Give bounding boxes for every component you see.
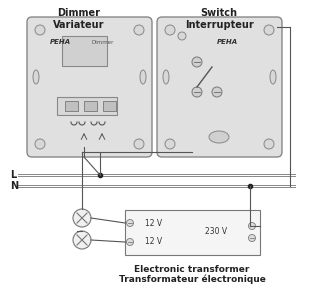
Text: L: L [10,170,16,180]
Text: Switch
Interrupteur: Switch Interrupteur [185,8,253,30]
Ellipse shape [33,70,39,84]
Circle shape [248,222,256,230]
Circle shape [165,25,175,35]
Circle shape [192,57,202,67]
Ellipse shape [209,131,229,143]
Text: Electronic transformer: Electronic transformer [134,265,250,274]
Circle shape [264,139,274,149]
Circle shape [73,209,91,227]
Text: 12 V: 12 V [145,238,162,247]
Circle shape [127,238,133,246]
Text: N: N [10,181,18,191]
Text: 12 V: 12 V [145,219,162,228]
Circle shape [248,235,256,241]
Circle shape [134,139,144,149]
Circle shape [35,139,45,149]
Circle shape [73,231,91,249]
Bar [103,101,116,111]
FancyBboxPatch shape [27,17,152,157]
Bar [57,97,117,115]
Ellipse shape [140,70,146,84]
Circle shape [127,219,133,227]
Circle shape [134,25,144,35]
Text: PEHA: PEHA [217,39,238,45]
Circle shape [192,87,202,97]
Bar [125,210,260,255]
Text: 230 V: 230 V [205,228,227,236]
Bar [65,101,78,111]
Text: PEHA: PEHA [50,39,71,45]
Circle shape [264,25,274,35]
Text: Dimmer: Dimmer [92,40,114,45]
Ellipse shape [270,70,276,84]
Bar [84,101,97,111]
Text: Dimmer
Variateur: Dimmer Variateur [53,8,105,30]
Ellipse shape [163,70,169,84]
Circle shape [165,139,175,149]
Circle shape [35,25,45,35]
Bar [62,36,107,66]
FancyBboxPatch shape [157,17,282,157]
Circle shape [178,32,186,40]
Circle shape [212,87,222,97]
Text: Transformateur électronique: Transformateur électronique [118,275,265,285]
